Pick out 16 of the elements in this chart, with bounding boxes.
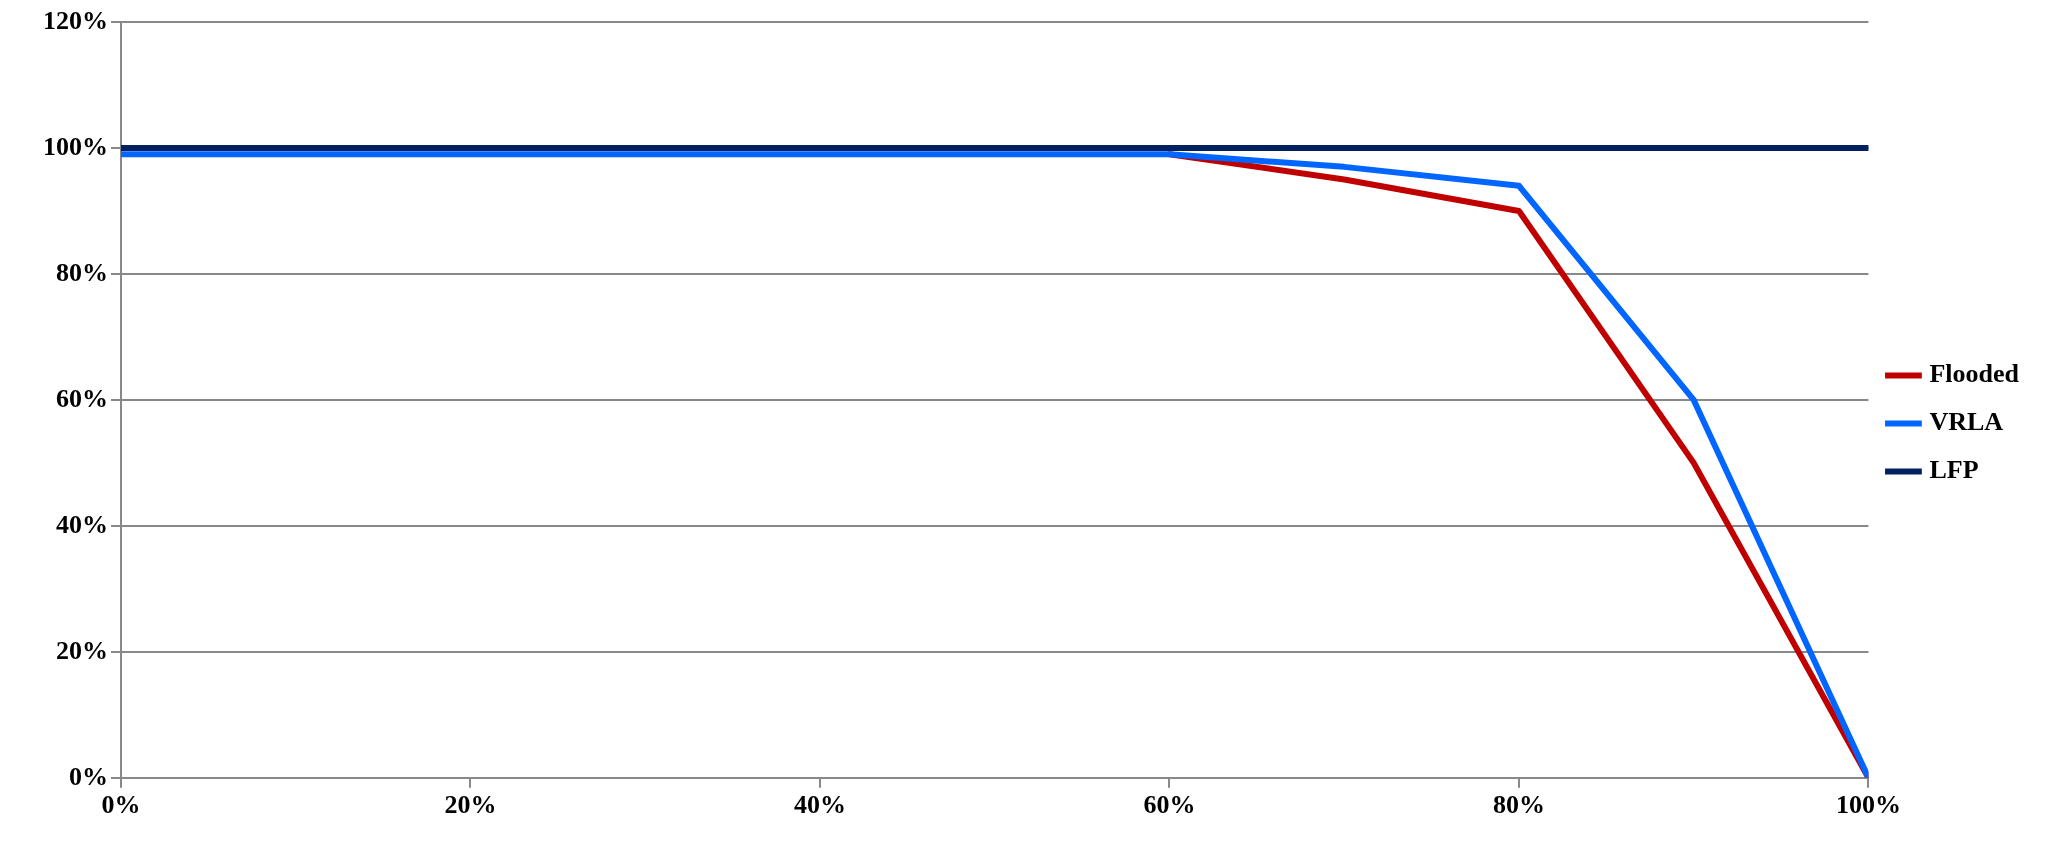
legend-label: LFP: [1929, 455, 1979, 485]
x-tick-label: 20%: [444, 790, 497, 820]
x-tick-label: 0%: [101, 790, 141, 820]
x-tick-label: 80%: [1492, 790, 1545, 820]
y-tick-label: 40%: [56, 509, 108, 539]
legend-label: VRLA: [1929, 407, 2004, 437]
y-tick-label: 100%: [43, 131, 108, 161]
y-tick-label: 60%: [56, 383, 108, 413]
x-tick-label: 40%: [793, 790, 846, 820]
x-tick-label: 60%: [1143, 790, 1196, 820]
x-tick-label: 100%: [1835, 790, 1901, 820]
y-tick-label: 20%: [56, 635, 108, 665]
y-tick-label: 0%: [69, 761, 108, 791]
y-tick-label: 120%: [43, 5, 108, 35]
legend-label: Flooded: [1929, 359, 2020, 389]
y-tick-label: 80%: [56, 257, 108, 287]
